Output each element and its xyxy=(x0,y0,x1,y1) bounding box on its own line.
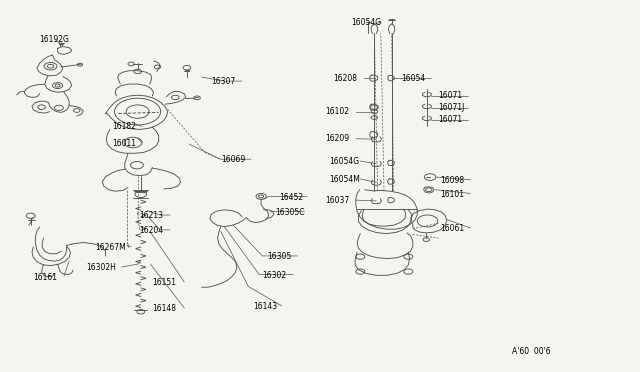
Text: 16061: 16061 xyxy=(440,224,465,233)
Text: 16302: 16302 xyxy=(262,271,287,280)
Text: 16192G: 16192G xyxy=(40,35,70,44)
Text: 16213: 16213 xyxy=(140,211,164,220)
Text: 16037: 16037 xyxy=(325,196,349,205)
Text: 16054G: 16054G xyxy=(330,157,360,166)
Text: 16305: 16305 xyxy=(268,252,292,261)
Text: 16182: 16182 xyxy=(112,122,136,131)
Text: 16011: 16011 xyxy=(112,139,136,148)
Text: 16054: 16054 xyxy=(401,74,426,83)
Text: 16054M: 16054M xyxy=(330,175,360,184)
Text: 16071: 16071 xyxy=(438,115,463,124)
Text: 16098: 16098 xyxy=(440,176,465,185)
Text: 16102: 16102 xyxy=(325,107,349,116)
Text: 16069: 16069 xyxy=(221,155,245,164)
Text: 16209: 16209 xyxy=(325,134,349,143)
Text: 16054G: 16054G xyxy=(351,18,381,27)
Text: 16208: 16208 xyxy=(333,74,357,83)
Text: 16204: 16204 xyxy=(140,226,164,235)
Text: 16071: 16071 xyxy=(438,92,463,100)
Text: 16307: 16307 xyxy=(211,77,236,86)
Text: 16148: 16148 xyxy=(152,304,177,313)
Text: 16101: 16101 xyxy=(440,190,464,199)
Text: 16161: 16161 xyxy=(33,273,58,282)
Text: 16151: 16151 xyxy=(152,278,177,287)
Text: 16071J: 16071J xyxy=(438,103,465,112)
Text: 16452: 16452 xyxy=(280,193,304,202)
Text: A'60  00'6: A'60 00'6 xyxy=(512,347,550,356)
Text: 16143: 16143 xyxy=(253,302,277,311)
Text: 16305C: 16305C xyxy=(275,208,305,217)
Text: 16302H: 16302H xyxy=(86,263,116,272)
Text: 16267M: 16267M xyxy=(95,243,125,252)
